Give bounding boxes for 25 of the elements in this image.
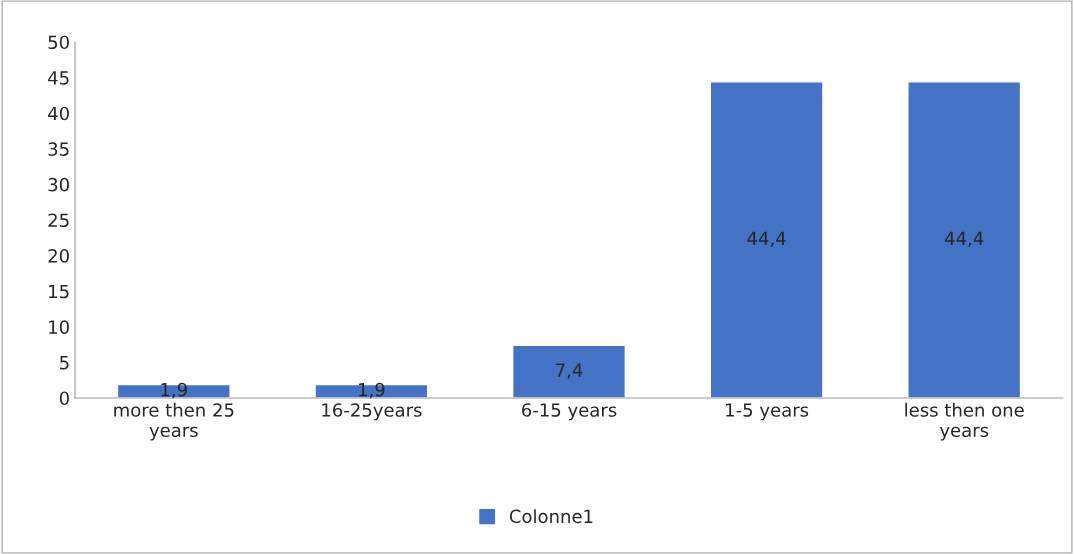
bar [511,344,627,398]
y-tick-label: 30 [48,177,69,192]
x-tick-label: 16-25years [322,403,422,421]
legend-label: Colonne1 [509,509,593,524]
bar [907,81,1022,398]
x-tick-label: 6-15 years [522,403,617,421]
x-tick-label: less then one years [905,402,1024,441]
x-tick-label: 1-5 years [726,403,809,421]
y-tick-label: 10 [49,320,69,334]
bar [709,81,824,398]
x-tick-label: more then 25 years [114,402,234,441]
y-tick-label: 15 [49,284,69,299]
data-label: 1,9 [359,382,385,399]
y-tick-label: 35 [48,142,69,156]
y-tick-label: 20 [48,249,69,263]
y-tick-label: 50 [48,35,69,50]
data-label: 44,4 [747,231,786,248]
data-label: 44,4 [944,231,984,248]
y-tick-label: 5 [60,356,69,370]
y-tick-label: 45 [48,71,69,85]
y-tick-label: 25 [48,213,69,228]
data-label: 7,4 [556,363,583,379]
y-tick-label: 0 [59,391,69,406]
y-tick-label: 40 [48,106,69,121]
data-label: 1,9 [161,382,187,399]
